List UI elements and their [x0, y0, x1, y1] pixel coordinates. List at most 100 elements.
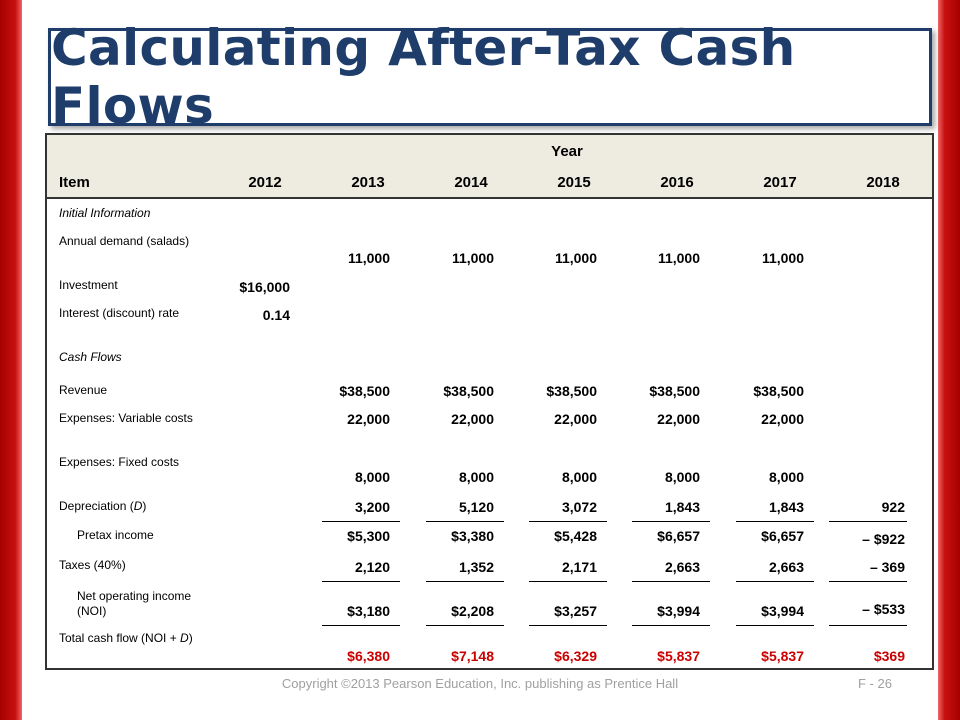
- label-taxes: Taxes (40%): [59, 558, 126, 572]
- cell-pretax-2013: $5,300: [347, 528, 390, 544]
- cell-demand-2014: 11,000: [451, 250, 494, 266]
- noi-label-line1: Net operating income: [77, 589, 192, 603]
- cell-demand-2016: 11,000: [657, 250, 700, 266]
- cell-revenue-2013: $38,500: [339, 383, 390, 399]
- table-header: Year Item 2012 2013 2014 2015 2016 2017 …: [47, 135, 932, 199]
- cell-demand-2013: 11,000: [347, 250, 390, 266]
- left-red-border: [0, 0, 22, 720]
- cell-revenue-2014: $38,500: [443, 383, 494, 399]
- underline-noi-2015: [529, 625, 607, 626]
- cell-noi-2015: $3,257: [554, 603, 597, 619]
- cell-varcost-2016: 22,000: [657, 411, 700, 427]
- cell-varcost-2013: 22,000: [347, 411, 390, 427]
- underline-taxes-2016: [632, 581, 710, 582]
- label-depreciation: Depreciation (D): [59, 499, 146, 514]
- cell-pretax-2014: $3,380: [451, 528, 494, 544]
- total-label-suffix: ): [188, 631, 193, 645]
- year-2013: 2013: [351, 174, 385, 191]
- cell-varcost-2015: 22,000: [554, 411, 597, 427]
- cell-total-2016: $5,837: [657, 648, 700, 664]
- cell-pretax-2015: $5,428: [554, 528, 597, 544]
- label-pretax-income: Pretax income: [77, 528, 154, 542]
- depreciation-label-var: D: [133, 499, 143, 513]
- cell-taxes-2013: 2,120: [354, 559, 390, 575]
- noi-label-line2: (NOI): [77, 604, 107, 618]
- label-total-cash-flow: Total cash flow (NOI + D): [59, 631, 193, 646]
- label-initial-information: Initial Information: [59, 206, 151, 220]
- cell-varcost-2014: 22,000: [451, 411, 494, 427]
- underline-noi-2016: [632, 625, 710, 626]
- label-fixed-costs: Expenses: Fixed costs: [59, 455, 180, 469]
- cell-total-2013: $6,380: [347, 648, 390, 664]
- underline-taxes-2017: [736, 581, 814, 582]
- total-label-prefix: Total cash flow (NOI +: [59, 631, 181, 645]
- label-cash-flows: Cash Flows: [59, 350, 122, 364]
- cell-noi-2013: $3,180: [347, 603, 390, 619]
- item-header: Item: [59, 174, 90, 191]
- slide-title: Calculating After-Tax Cash Flows: [51, 19, 796, 135]
- cell-dep-2016: 1,843: [664, 499, 700, 515]
- cell-revenue-2016: $38,500: [649, 383, 700, 399]
- cell-investment-2012: $16,000: [239, 279, 290, 295]
- cell-fixcost-2013: 8,000: [354, 469, 390, 485]
- depreciation-label-suffix: ): [142, 499, 147, 513]
- page-number: F - 26: [858, 676, 892, 691]
- cell-fixcost-2017: 8,000: [768, 469, 804, 485]
- title-box: Calculating After-Tax Cash Flows: [48, 19, 932, 135]
- cell-total-2018: $369: [873, 648, 905, 664]
- year-2018: 2018: [866, 174, 900, 191]
- cell-noi-2018: – $533: [862, 601, 905, 617]
- underline-taxes-2018: [829, 581, 907, 582]
- label-interest-rate: Interest (discount) rate: [59, 306, 180, 320]
- year-2014: 2014: [454, 174, 488, 191]
- year-header: Year: [551, 143, 583, 160]
- label-variable-costs: Expenses: Variable costs: [59, 411, 193, 425]
- cell-taxes-2014: 1,352: [458, 559, 494, 575]
- depreciation-label-prefix: Depreciation (: [59, 499, 134, 513]
- underline-dep-2013: [322, 521, 400, 522]
- underline-noi-2017: [736, 625, 814, 626]
- underline-dep-2014: [426, 521, 504, 522]
- underline-dep-2018: [829, 521, 907, 522]
- cell-taxes-2018: – 369: [869, 559, 905, 575]
- label-investment: Investment: [59, 278, 118, 292]
- cell-pretax-2017: $6,657: [761, 528, 804, 544]
- cell-taxes-2016: 2,663: [664, 559, 700, 575]
- cell-noi-2016: $3,994: [657, 603, 700, 619]
- label-noi: Net operating income (NOI): [77, 589, 191, 619]
- underline-dep-2015: [529, 521, 607, 522]
- cell-noi-2017: $3,994: [761, 603, 804, 619]
- copyright-footer: Copyright ©2013 Pearson Education, Inc. …: [281, 676, 679, 691]
- cell-varcost-2017: 22,000: [761, 411, 804, 427]
- cell-taxes-2017: 2,663: [768, 559, 804, 575]
- cell-pretax-2018: – $922: [862, 531, 905, 547]
- cash-flow-table: Year Item 2012 2013 2014 2015 2016 2017 …: [45, 133, 934, 670]
- cell-total-2015: $6,329: [554, 648, 597, 664]
- underline-taxes-2015: [529, 581, 607, 582]
- total-label-var: D: [180, 631, 189, 645]
- label-revenue: Revenue: [59, 383, 108, 397]
- cell-taxes-2015: 2,171: [561, 559, 597, 575]
- year-2012: 2012: [248, 174, 282, 191]
- underline-dep-2017: [736, 521, 814, 522]
- underline-taxes-2014: [426, 581, 504, 582]
- cell-pretax-2016: $6,657: [657, 528, 700, 544]
- cell-rate-2012: 0.14: [262, 307, 290, 323]
- cell-fixcost-2016: 8,000: [664, 469, 700, 485]
- underline-dep-2016: [632, 521, 710, 522]
- underline-noi-2013: [322, 625, 400, 626]
- cell-total-2014: $7,148: [451, 648, 494, 664]
- cell-dep-2017: 1,843: [768, 499, 804, 515]
- cell-revenue-2015: $38,500: [546, 383, 597, 399]
- year-2015: 2015: [557, 174, 591, 191]
- cell-demand-2017: 11,000: [761, 250, 804, 266]
- cell-dep-2015: 3,072: [561, 499, 597, 515]
- underline-taxes-2013: [322, 581, 400, 582]
- right-red-border: [938, 0, 960, 720]
- underline-noi-2014: [426, 625, 504, 626]
- cell-dep-2014: 5,120: [458, 499, 494, 515]
- cell-total-2017: $5,837: [761, 648, 804, 664]
- cell-fixcost-2015: 8,000: [561, 469, 597, 485]
- year-2016: 2016: [660, 174, 694, 191]
- cell-fixcost-2014: 8,000: [458, 469, 494, 485]
